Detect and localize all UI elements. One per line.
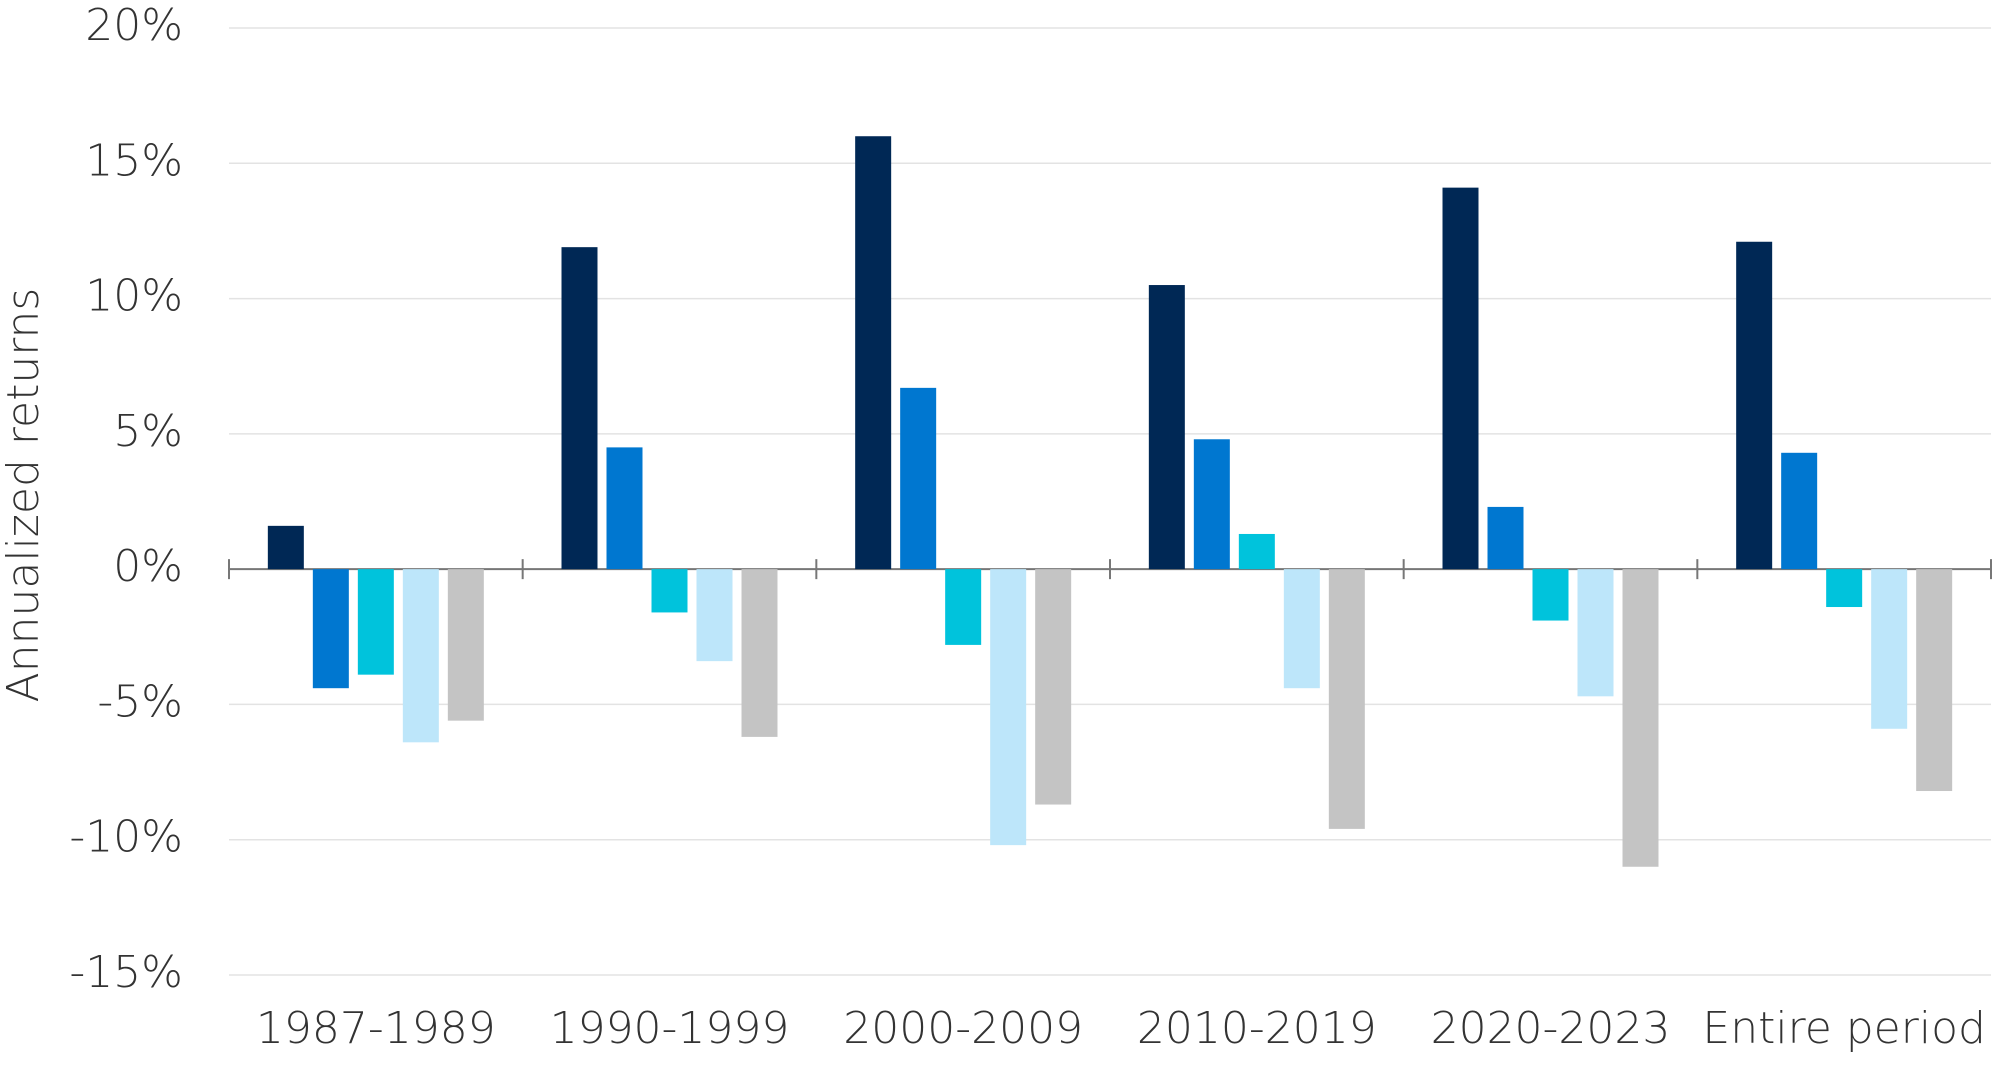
bar bbox=[1622, 569, 1659, 867]
bar bbox=[741, 569, 778, 737]
y-tick-label: -15% bbox=[69, 947, 183, 998]
bar bbox=[1916, 569, 1953, 792]
y-tick-label: 20% bbox=[85, 0, 183, 51]
y-tick-label: -5% bbox=[97, 676, 183, 727]
bar bbox=[267, 525, 304, 570]
bar bbox=[561, 247, 598, 570]
y-tick-label: 10% bbox=[85, 271, 183, 322]
bar bbox=[1283, 569, 1320, 689]
bar bbox=[1035, 569, 1072, 805]
bar bbox=[1148, 285, 1185, 570]
bar bbox=[312, 569, 349, 689]
bar bbox=[1328, 569, 1365, 829]
bar bbox=[606, 447, 643, 570]
bar bbox=[1442, 187, 1479, 570]
x-tick-label: Entire period bbox=[1702, 1003, 1986, 1054]
bar bbox=[1193, 439, 1230, 570]
bar bbox=[696, 569, 733, 662]
x-tick-label: 2020-2023 bbox=[1431, 1003, 1671, 1054]
bar bbox=[1736, 241, 1773, 570]
x-tick-label: 2000-2009 bbox=[843, 1003, 1083, 1054]
y-tick-label: 15% bbox=[85, 135, 183, 186]
bar bbox=[1532, 569, 1569, 621]
bar bbox=[1871, 569, 1908, 729]
bar bbox=[357, 569, 394, 675]
bar bbox=[1577, 569, 1614, 697]
bar bbox=[651, 569, 688, 613]
bar bbox=[1826, 569, 1863, 608]
bar bbox=[447, 569, 484, 721]
x-tick-label: 1987-1989 bbox=[256, 1003, 496, 1054]
bar bbox=[990, 569, 1027, 846]
bar bbox=[1781, 452, 1818, 570]
x-tick-label: 1990-1999 bbox=[550, 1003, 790, 1054]
bar bbox=[900, 387, 937, 570]
y-tick-label: -10% bbox=[69, 812, 183, 863]
bar bbox=[402, 569, 439, 743]
bar bbox=[945, 569, 982, 645]
bar bbox=[1487, 506, 1524, 570]
bar bbox=[855, 136, 892, 570]
x-tick-label: 2010-2019 bbox=[1137, 1003, 1377, 1054]
y-axis-label: Annualized returns bbox=[0, 288, 49, 703]
y-tick-label: 0% bbox=[113, 541, 183, 592]
bar bbox=[1238, 533, 1275, 570]
y-tick-label: 5% bbox=[113, 406, 183, 457]
